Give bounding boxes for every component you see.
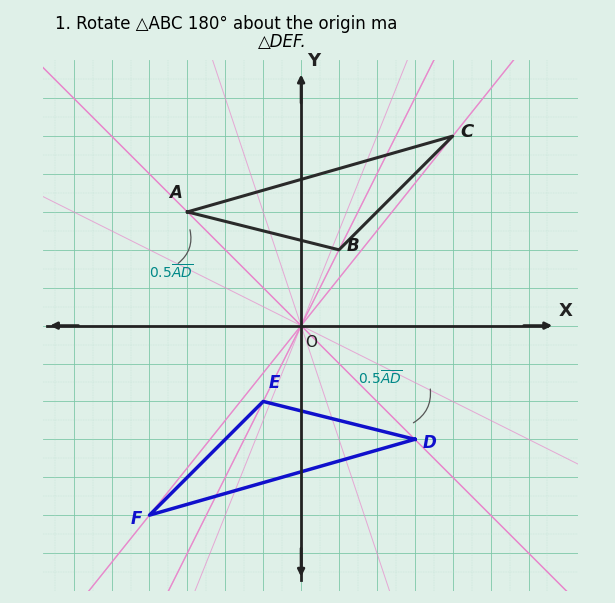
Text: F: F xyxy=(130,510,142,528)
Text: A: A xyxy=(169,185,181,203)
Text: E: E xyxy=(269,374,280,392)
Text: $0.5\overline{AD}$: $0.5\overline{AD}$ xyxy=(149,264,194,282)
Text: $0.5\overline{AD}$: $0.5\overline{AD}$ xyxy=(358,370,402,388)
Text: D: D xyxy=(423,434,436,452)
Text: 1. Rotate △ABC 180° about the origin ma: 1. Rotate △ABC 180° about the origin ma xyxy=(55,15,398,33)
Text: △DEF.: △DEF. xyxy=(258,33,307,51)
Text: B: B xyxy=(347,237,359,255)
Text: C: C xyxy=(460,124,474,141)
Text: Y: Y xyxy=(307,52,320,70)
Text: X: X xyxy=(559,302,573,320)
Text: O: O xyxy=(305,335,317,350)
